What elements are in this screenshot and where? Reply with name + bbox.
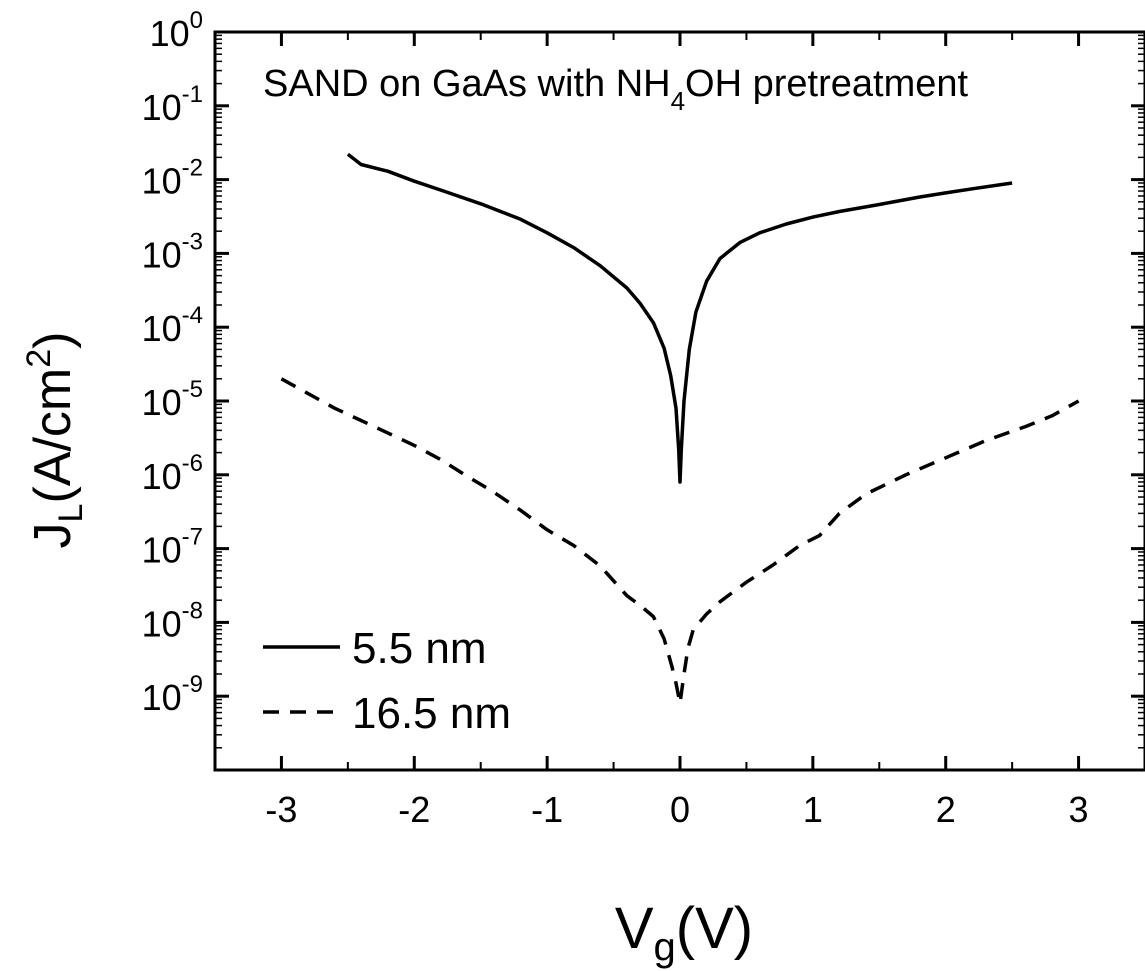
- x-tick-label: -2: [398, 789, 430, 830]
- y-tick-label: 10-6: [142, 450, 203, 497]
- xlabel-subscript: g: [654, 925, 676, 969]
- series-line-1: [280, 377, 1080, 706]
- x-axis-label: Vg(V): [615, 896, 753, 969]
- ylabel-superscript: 2: [20, 349, 58, 368]
- y-tick-label: 10-8: [142, 597, 203, 644]
- y-tick-labels: 100 10-1 10-2 10-3 10-4 10-5 10-6 10-7 10-8 10-9: [142, 7, 203, 718]
- y-tick-label: 10-7: [142, 524, 203, 571]
- x-tick-labels: -3 -2 -1 0 1 2 3: [265, 789, 1088, 830]
- ylabel-tail: ): [24, 332, 82, 349]
- y-tick-label: 10-5: [142, 376, 203, 423]
- title-subscript: 4: [671, 86, 685, 116]
- ylabel-subscript: L: [52, 504, 90, 523]
- y-tick-label: 10-9: [142, 671, 203, 718]
- x-tick-label: 2: [936, 789, 956, 830]
- legend-label-16-5nm: 16.5 nm: [352, 689, 511, 738]
- series-group: [280, 152, 1080, 706]
- xlabel-tail: (V): [676, 896, 753, 961]
- ylabel-main: J: [24, 522, 82, 548]
- chart-title: SAND on GaAs with NH4OH pretreatment: [263, 63, 968, 116]
- y-tick-label: 10-1: [142, 81, 203, 128]
- legend: 5.5 nm 16.5 nm: [263, 624, 511, 738]
- legend-label-5-5nm: 5.5 nm: [352, 624, 487, 673]
- y-tick-label: 10-3: [142, 228, 203, 275]
- title-tail: OH pretreatment: [685, 63, 968, 105]
- major-ticks: [215, 30, 1145, 770]
- y-tick-label: 10-2: [142, 155, 203, 202]
- title-main: SAND on GaAs with NH: [263, 63, 671, 105]
- x-tick-label: 0: [670, 789, 690, 830]
- x-tick-label: 1: [803, 789, 823, 830]
- y-tick-label: 100: [150, 7, 203, 54]
- y-axis-label: JL(A/cm2): [20, 332, 90, 549]
- xlabel-main: V: [615, 896, 654, 961]
- x-tick-label: -3: [265, 789, 297, 830]
- x-tick-label: 3: [1069, 789, 1089, 830]
- plot-frame: [213, 30, 1145, 772]
- ylabel-mid: (A/cm: [24, 368, 82, 504]
- series-line-0: [346, 152, 1013, 484]
- x-tick-label: -1: [531, 789, 563, 830]
- y-tick-label: 10-4: [142, 302, 203, 349]
